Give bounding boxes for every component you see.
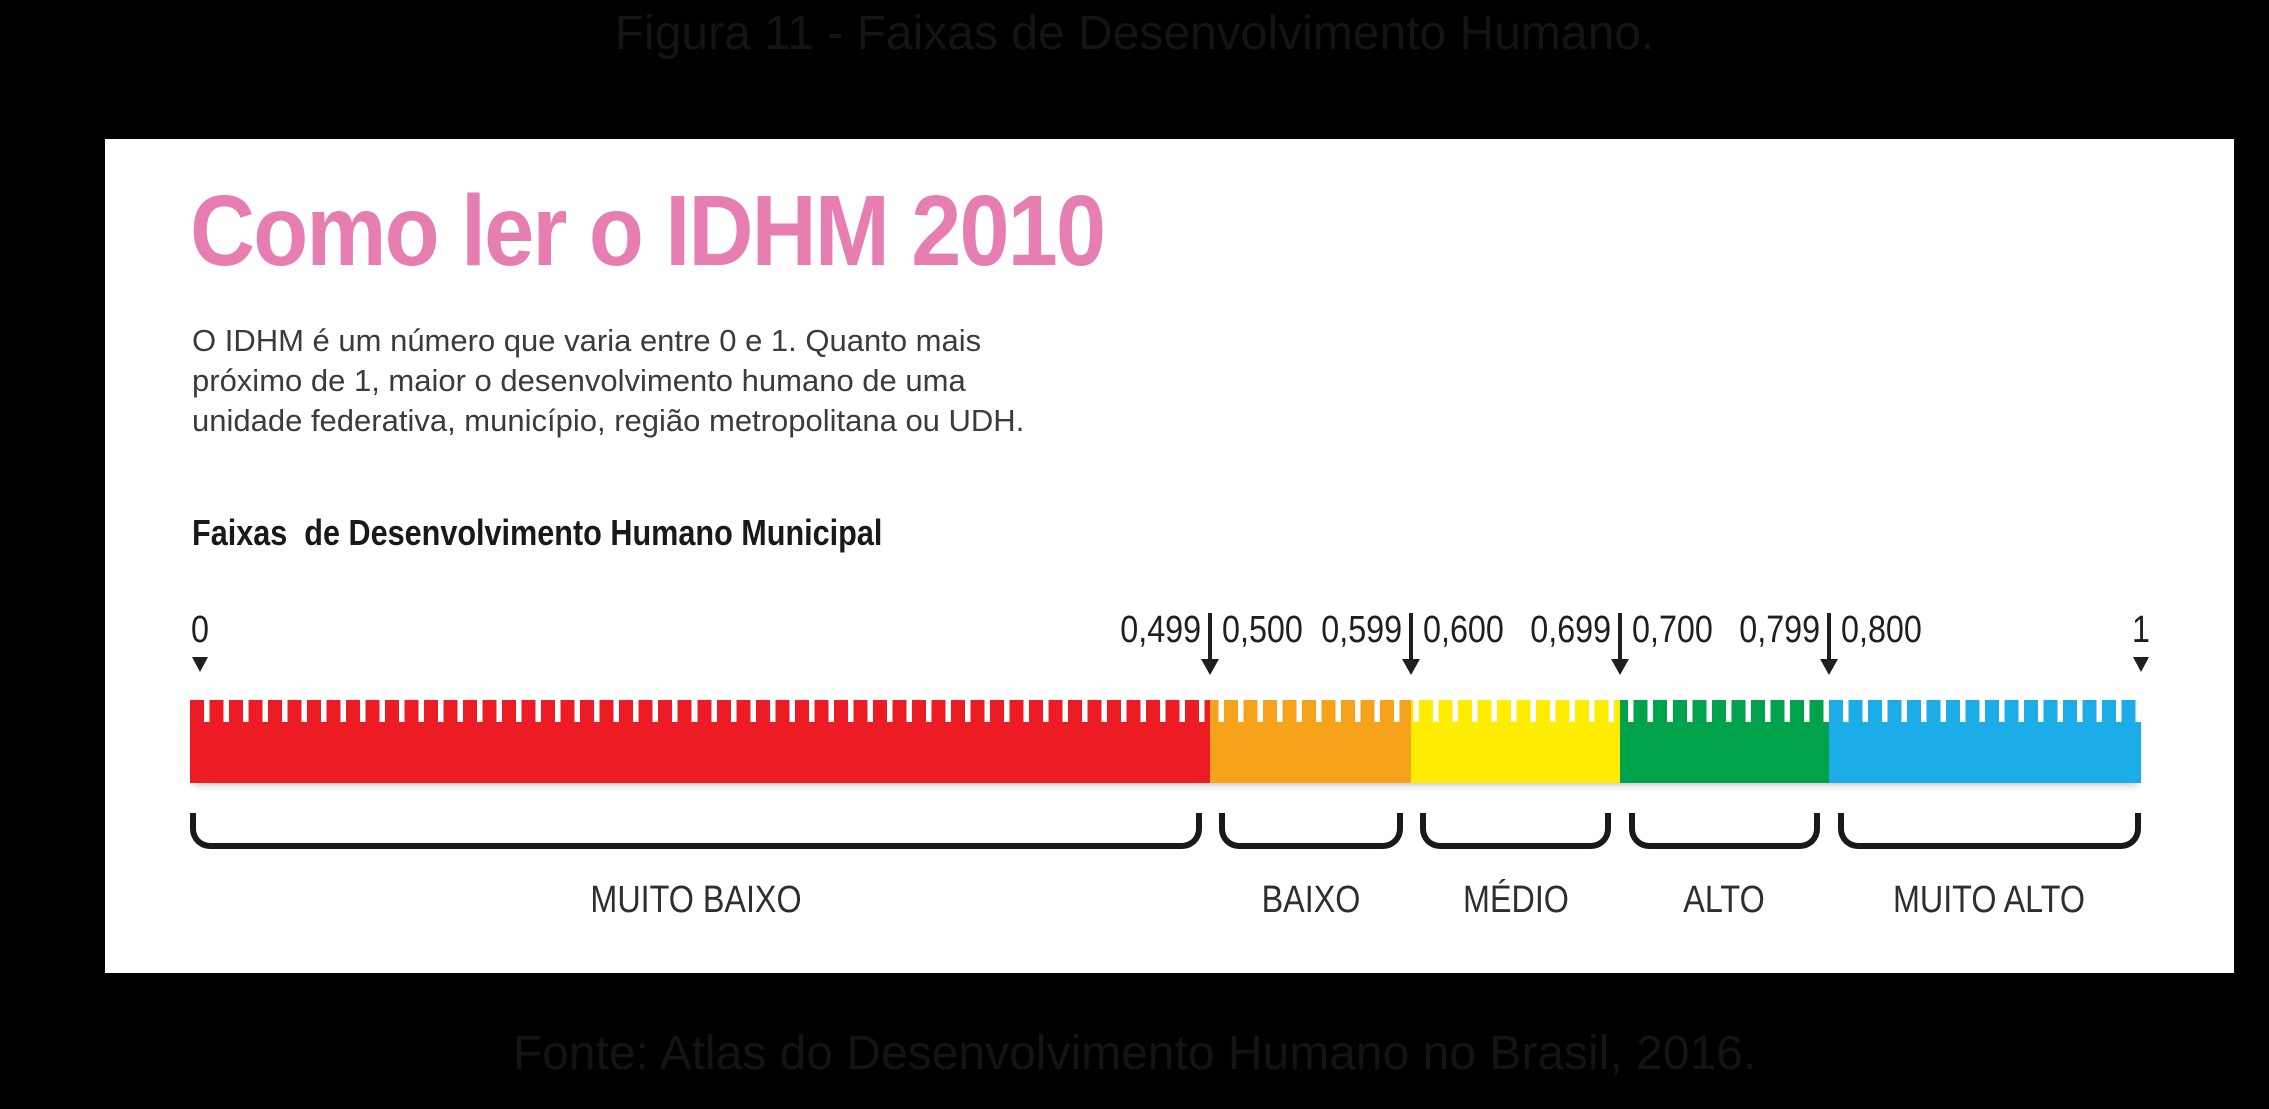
scale-heading: Faixas de Desenvolvimento Humano Municip… [192,512,883,553]
band-label-alto: ALTO [1683,879,1766,921]
down-arrow-icon [1819,659,1838,675]
down-arrow-icon [1611,659,1630,675]
boundary-left-label: 0,499 [1120,609,1202,651]
boundary-right-label: 0,800 [1840,609,1922,651]
description-line-3: unidade federativa, município, região me… [192,403,1025,438]
axis-endpoint-label: 1 [2132,609,2150,651]
boundary-right-label: 0,500 [1222,609,1304,651]
band-bracket-muito-alto [1837,813,2141,849]
scale-ticks [190,700,2141,722]
idhm-card: Como ler o IDHM 2010 O IDHM é um número … [105,139,2234,973]
idhm-scale: 0 1 0,499 0,500 0,599 0,600 0,699 0,700 0,799 0,8… [190,139,2150,973]
band-bracket-baixo [1219,813,1403,849]
boundary-divider-line [1208,613,1213,659]
axis-endpoint-label: 0 [190,609,209,651]
down-triangle-icon [2133,657,2149,672]
down-triangle-icon [191,657,208,672]
scale-bar [190,700,2141,783]
boundary-divider-line [1409,613,1414,659]
boundary-left-label: 0,799 [1738,609,1820,651]
band-label-baixo: BAIXO [1261,879,1361,921]
boundary-divider-line [1826,613,1831,659]
figure-caption-bottom: Fonte: Atlas do Desenvolvimento Humano n… [512,1027,1757,1080]
band-label-muito-alto: MUITO ALTO [1893,879,2086,921]
boundary-left-label: 0,699 [1530,609,1612,651]
figure-caption-top: Figura 11 - Faixas de Desenvolvimento Hu… [614,7,1655,60]
boundary-right-label: 0,700 [1632,609,1713,651]
band-bracket-muito-baixo [190,813,1202,849]
description-line-2: próximo de 1, maior o desenvolvimento hu… [192,363,966,398]
down-arrow-icon [1201,659,1220,675]
band-bracket-m-dio [1420,813,1612,849]
down-arrow-icon [1402,659,1421,675]
boundary-right-label: 0,600 [1423,609,1505,651]
band-label-m-dio: MÉDIO [1462,879,1569,921]
boundary-left-label: 0,599 [1321,609,1403,651]
card-title: Como ler o IDHM 2010 [190,175,1106,287]
band-label-muito-baixo: MUITO BAIXO [590,879,802,921]
boundary-divider-line [1618,613,1623,659]
card-description: O IDHM é um número que varia entre 0 e 1… [192,321,1024,441]
band-bracket-alto [1628,813,1821,849]
description-line-1: O IDHM é um número que varia entre 0 e 1… [192,323,982,358]
